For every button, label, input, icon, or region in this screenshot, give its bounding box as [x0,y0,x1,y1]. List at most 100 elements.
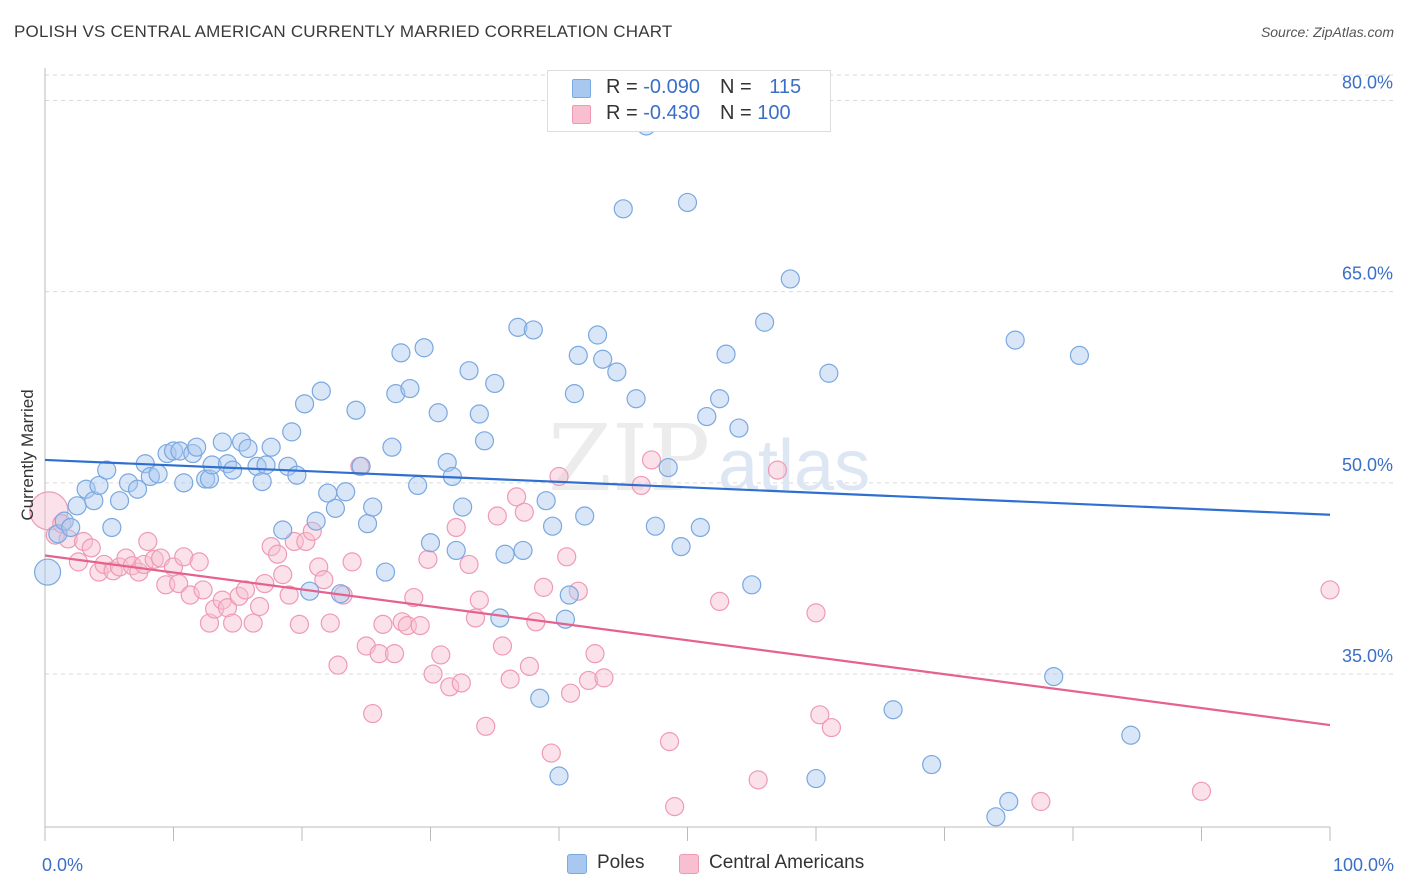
n-value: 115 [769,76,802,98]
poles-point [256,455,276,475]
poles-point [559,585,579,605]
central-americans-legend-swatch [679,854,699,874]
central-americans-legend-label: Central Americans [709,852,865,873]
poles-point [513,540,533,561]
poles-point [76,479,96,499]
r-value: -0.090 [643,76,700,98]
poles-point [677,192,698,213]
poles-point [523,320,543,340]
central-americans-point [284,531,304,552]
central-americans-point [169,573,189,594]
poles-point [351,456,371,476]
poles-point [490,608,510,628]
central-americans-point [174,547,194,567]
poles-point [806,768,826,789]
poles-point [453,497,473,517]
legend-text-poles: R = -0.090 N = 115 [606,76,801,99]
central-americans-point [81,538,101,558]
poles-point [922,754,942,775]
watermark-zip: ZIP [548,405,710,512]
x-tick-label: 100.0% [1333,855,1394,875]
y-tick-label: 65.0% [1342,264,1393,284]
poles-point [495,544,515,564]
central-americans-trend-line [44,554,1331,727]
poles-point [294,394,315,414]
central-americans-point [641,450,662,470]
central-americans-point [659,732,680,752]
n-value: 100 [757,102,791,124]
poles-point [459,361,479,381]
central-americans-point [810,705,830,725]
central-americans-point [289,614,310,634]
central-americans-point [533,577,554,597]
watermark: ZIP atlas [548,405,870,512]
central-americans-point [217,598,238,618]
central-americans-point [440,677,460,697]
central-americans-point [223,613,243,633]
poles-point [469,404,489,424]
poles-point [1005,330,1025,350]
poles-point [1121,725,1141,745]
central-americans-point [180,585,200,605]
poles-point [363,497,383,517]
poles-point [564,384,585,404]
central-americans-point [369,644,389,664]
poles-swatch [572,79,591,98]
poles-point [607,362,627,382]
central-americans-swatch [572,105,591,124]
central-americans-point [446,517,466,538]
poles-point [575,506,595,526]
central-americans-point [821,717,842,738]
poles-point [287,465,307,485]
poles-point [311,381,331,401]
poles-point [61,517,81,538]
n-label: N = [719,76,758,98]
central-americans-point [560,683,581,703]
central-americans-point [431,645,451,665]
central-americans-point [58,529,78,549]
poles-point [530,688,550,708]
trend-lines [44,458,1331,727]
poles-point [252,471,272,492]
central-americans-point [500,669,520,689]
central-americans-point [748,770,768,790]
central-americans-point [267,544,288,564]
central-americans-point [469,590,489,610]
poles-legend-swatch [567,854,587,874]
poles-point [474,431,495,451]
poles-point [238,438,258,459]
poles-point [986,807,1006,827]
poles-point [84,491,104,511]
n-label: N = [719,102,758,124]
central-americans-point [73,531,94,552]
poles-point [97,460,117,480]
central-americans-point [279,585,299,605]
poles-point [357,514,378,534]
poles-point [542,516,563,536]
poles-point [690,517,710,538]
central-americans-point [138,531,158,552]
central-americans-point [29,491,69,531]
poles-point [485,373,505,394]
poles-legend-label: Poles [597,852,645,873]
poles-point [508,317,528,337]
central-americans-point [1320,580,1340,600]
central-americans-point [665,797,685,817]
poles-point [716,344,736,364]
poles-point [273,520,293,540]
poles-point [89,475,109,496]
poles-point [148,464,168,484]
legend-text-central-americans: R = -0.430 N = 100 [606,102,791,125]
central-americans-point [193,580,213,600]
poles-point [671,536,691,557]
poles-point [742,575,762,595]
central-americans-point [541,743,561,763]
central-americans-point [492,636,513,656]
central-americans-point [363,703,383,724]
poles-point [102,517,122,538]
central-americans-point [710,591,730,612]
central-americans-point [320,613,340,633]
poles-point [414,338,434,358]
central-americans-point [373,614,393,634]
axes [44,68,1331,841]
